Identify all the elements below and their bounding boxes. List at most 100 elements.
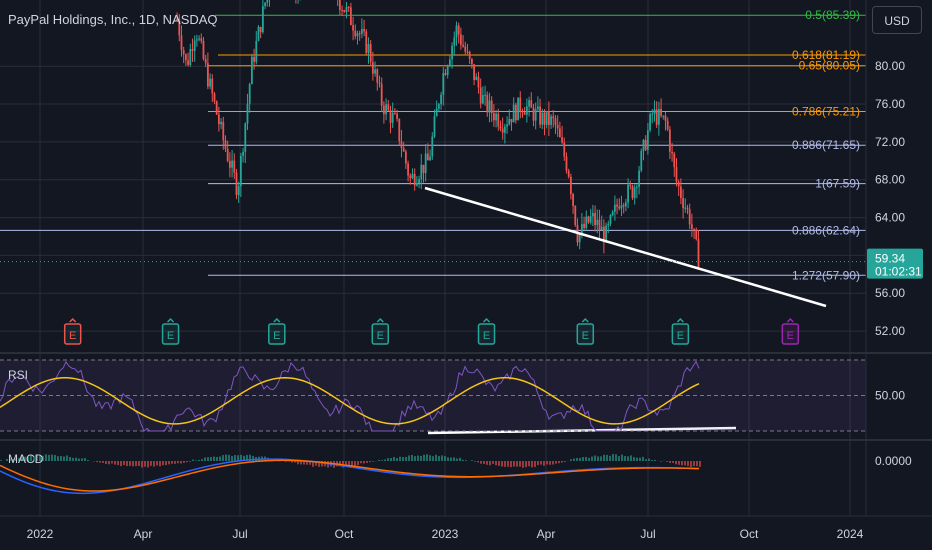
time-tick-label: 2022 [27,527,54,541]
fib-level-label: 0.886(62.64) [792,223,860,237]
macd-histogram-bar [51,454,53,461]
macd-histogram-bar [303,461,305,465]
candle-body [213,93,216,102]
macd-histogram-bar [60,455,62,461]
macd-histogram-bar [81,458,83,461]
macd-histogram-bar [429,455,431,461]
rsi-ma-line [0,376,700,425]
candle-body [367,44,370,53]
candle-body [259,26,262,33]
currency-button[interactable]: USD [872,6,922,34]
candle-body [596,219,599,226]
macd-histogram-bar [147,461,149,468]
macd-histogram-bar [159,461,161,467]
candle-body [200,38,203,41]
macd-histogram-bar [231,456,233,461]
candle-body [585,216,588,229]
candle-body [413,173,416,186]
candle-body [422,164,425,174]
candle-body [565,156,568,171]
candle-body [651,113,654,115]
candle-body [349,7,352,26]
macd-histogram-bar [417,455,419,461]
candle-body [514,104,517,121]
macd-histogram-bar [411,454,413,461]
candle-body [583,223,585,229]
macd-histogram-bar [585,456,587,461]
macd-histogram-bar [339,461,341,467]
macd-histogram-bar [108,461,110,465]
candle-body [591,212,594,217]
candle-body [574,205,577,226]
rsi-tick-label: 50.00 [875,389,905,403]
earnings-marker-label: E [167,330,174,342]
macd-histogram-bar [174,461,176,464]
candle-body [679,186,682,199]
candle-body [675,167,678,182]
candle-body [195,39,198,41]
candle-body [233,160,236,173]
macd-histogram-bar [21,456,23,461]
candle-body [475,76,478,80]
earnings-marker-tip [581,317,589,323]
candle-body [578,233,581,243]
macd-histogram-bar [297,461,299,465]
candle-body [677,181,680,187]
candle-body [420,164,423,180]
candle-body [525,106,528,115]
candle-body [642,139,645,151]
macd-histogram-bar [390,458,392,461]
fib-level-label: 1.272(57.90) [792,268,860,282]
macd-histogram-bar [447,457,449,461]
candle-body [486,94,489,113]
macd-histogram-bar [54,454,56,461]
candle-body [499,126,502,129]
time-tick-label: Oct [335,527,354,541]
candle-body [437,104,440,109]
macd-histogram-bar [207,457,209,461]
macd-histogram-bar [438,456,440,461]
macd-histogram-bar [45,454,47,461]
macd-histogram-bar [552,461,554,465]
candle-body [220,121,222,125]
candle-body [391,113,394,123]
candle-body [396,113,398,119]
grid-lines [0,0,866,516]
candle-body [187,60,189,65]
macd-histogram-bar [594,455,596,461]
candle-body [532,107,535,121]
macd-histogram-bar [120,461,122,467]
candle-body [389,110,392,123]
candle-body [649,114,651,131]
macd-histogram-bar [540,461,542,465]
macd-histogram-bar [696,461,698,467]
candle-body [178,19,181,36]
candle-body [464,46,467,52]
macd-histogram-bar [681,461,683,466]
macd-histogram-bar [129,461,131,466]
price-trendline [424,186,827,308]
earnings-marker-label: E [377,330,384,342]
macd-histogram-bar [381,460,383,461]
macd-histogram-bar [186,461,188,463]
macd-histogram-bar [474,461,476,462]
price-tick-label: 76.00 [875,97,905,111]
macd-histogram-bar [666,461,668,462]
candle-body [561,137,563,143]
candle-body [440,94,442,105]
macd-histogram-bar [66,455,68,461]
earnings-marker-label: E [69,330,76,342]
candle-body [455,25,458,38]
macd-histogram-bar [684,461,686,466]
candle-body [239,155,242,187]
earnings-marker-label: E [787,330,794,342]
candle-body [250,56,253,85]
earnings-marker-label: E [582,330,589,342]
macd-histogram-bar [150,461,152,466]
candle-body [451,45,453,60]
candle-body [662,115,665,117]
earnings-marker-tip [786,317,794,323]
macd-histogram-bar [564,461,566,462]
macd-histogram-bar [588,457,590,461]
